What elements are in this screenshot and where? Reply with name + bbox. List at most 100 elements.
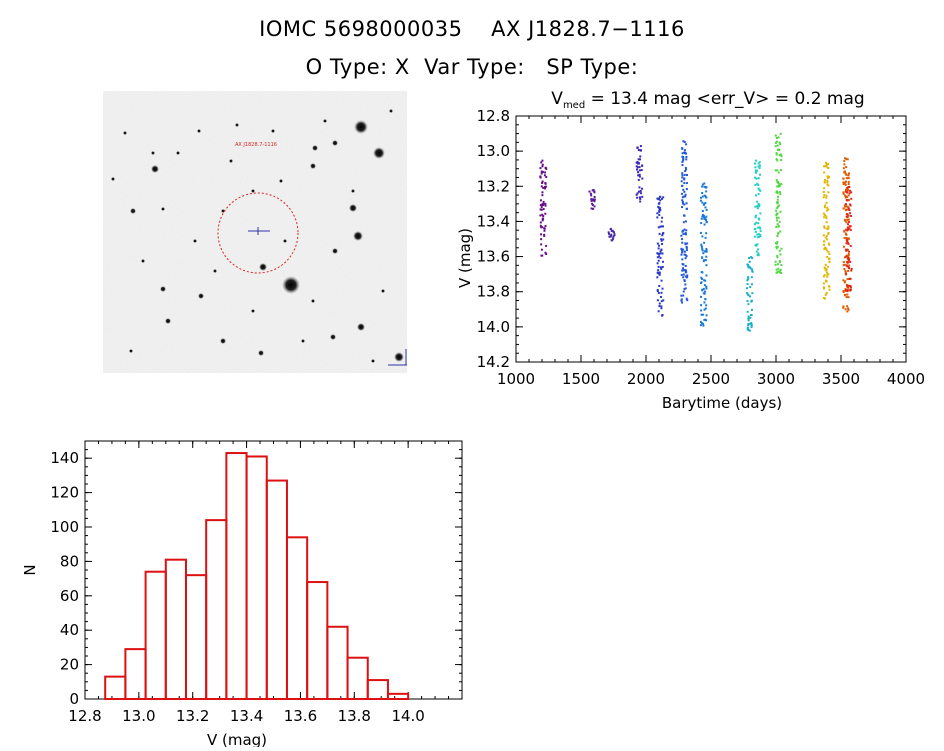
star: [193, 239, 197, 243]
data-point: [823, 226, 826, 229]
data-point: [846, 305, 849, 308]
data-point: [748, 260, 751, 263]
data-point: [685, 245, 688, 248]
data-point: [657, 205, 660, 208]
x-tick-label: 1000: [497, 370, 535, 388]
data-point: [658, 271, 661, 274]
data-point: [545, 185, 548, 188]
data-point: [780, 264, 783, 267]
data-point: [658, 244, 661, 247]
data-point: [682, 140, 685, 143]
data-point: [684, 170, 687, 173]
y-tick-label: 12.8: [477, 107, 510, 125]
data-point: [777, 267, 780, 270]
data-point: [700, 276, 703, 279]
data-point: [847, 194, 850, 197]
data-point: [843, 218, 846, 221]
data-point: [775, 214, 778, 217]
star: [197, 129, 201, 133]
data-point: [682, 294, 685, 297]
data-point: [776, 169, 779, 172]
y-tick-label: 40: [60, 621, 79, 639]
data-point: [685, 207, 688, 210]
y-tick-label: 14.0: [477, 318, 510, 336]
data-point: [545, 167, 548, 170]
data-series: [607, 227, 616, 242]
data-point: [778, 270, 781, 273]
data-point: [608, 232, 611, 235]
star: [357, 323, 365, 331]
data-point: [660, 267, 663, 270]
data-point: [747, 317, 750, 320]
data-point: [684, 287, 687, 290]
y-tick-label: 14.2: [477, 353, 510, 371]
data-point: [850, 191, 853, 194]
data-point: [705, 208, 708, 211]
data-point: [609, 227, 612, 230]
data-point: [759, 189, 762, 192]
data-point: [844, 288, 847, 291]
data-point: [702, 287, 705, 290]
data-point: [778, 183, 781, 186]
data-point: [828, 285, 831, 288]
star: [111, 177, 115, 181]
data-point: [842, 177, 845, 180]
data-point: [662, 232, 665, 235]
data-point: [823, 213, 826, 216]
data-point: [775, 158, 778, 161]
data-point: [759, 235, 762, 238]
data-point: [699, 282, 702, 285]
data-point: [661, 234, 664, 237]
star: [389, 109, 393, 113]
data-point: [747, 319, 750, 322]
data-point: [702, 260, 705, 263]
data-point: [824, 246, 827, 249]
data-point: [746, 283, 749, 286]
data-point: [699, 199, 702, 202]
data-point: [680, 294, 683, 297]
data-point: [611, 230, 614, 233]
star: [129, 349, 133, 353]
x-tick-label: 2000: [627, 370, 665, 388]
data-point: [822, 212, 825, 215]
data-point: [825, 271, 828, 274]
data-point: [845, 215, 848, 218]
data-point: [656, 299, 659, 302]
data-point: [846, 205, 849, 208]
data-point: [593, 200, 596, 203]
data-point: [748, 329, 751, 332]
data-point: [779, 143, 782, 146]
data-point: [757, 252, 760, 255]
star: [161, 207, 165, 211]
data-point: [660, 238, 663, 241]
data-point: [658, 284, 661, 287]
data-point: [540, 248, 543, 251]
data-point: [545, 175, 548, 178]
data-point: [823, 243, 826, 246]
data-point: [759, 230, 762, 233]
data-point: [540, 238, 543, 241]
data-point: [682, 248, 685, 251]
data-point: [657, 202, 660, 205]
data-point: [757, 236, 760, 239]
data-point: [757, 162, 760, 165]
data-point: [848, 189, 851, 192]
data-point: [777, 232, 780, 235]
data-point: [682, 273, 685, 276]
data-point: [701, 215, 704, 218]
target-circle: [217, 192, 299, 274]
data-point: [700, 222, 703, 225]
data-point: [681, 176, 684, 179]
data-point: [659, 256, 662, 259]
data-point: [703, 259, 706, 262]
data-point: [661, 265, 664, 268]
data-point: [775, 268, 778, 271]
data-point: [541, 181, 544, 184]
data-point: [684, 275, 687, 278]
data-point: [775, 216, 778, 219]
data-point: [757, 226, 760, 229]
data-point: [656, 290, 659, 293]
data-point: [755, 244, 758, 247]
data-point: [754, 176, 757, 179]
light-curve-title: Vmed = 13.4 mag <err_V> = 0.2 mag: [551, 89, 864, 111]
